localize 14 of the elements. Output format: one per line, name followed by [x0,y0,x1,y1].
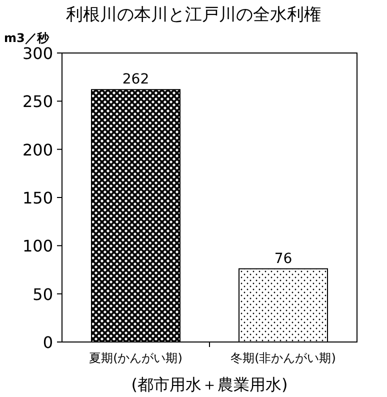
y-tick-label: 200 [22,140,53,160]
data-label: 262 [122,72,150,88]
y-axis-title: m3／秒 [4,31,50,45]
y-tick-label: 50 [32,284,53,304]
y-tick-label: 150 [22,188,53,208]
x-axis-title: (都市用水＋農業用水) [131,375,288,394]
y-tick-label: 0 [42,333,53,352]
y-tick-label: 250 [22,92,53,112]
x-tick-label: 夏期(かんがい期) [89,351,182,365]
y-tick-label: 300 [22,44,53,63]
chart-title: 利根川の本川と江戸川の全水利権 [66,5,321,25]
x-tick-label: 冬期(非かんがい期) [230,351,336,365]
y-tick-label: 100 [22,236,53,256]
data-label: 76 [274,250,292,267]
